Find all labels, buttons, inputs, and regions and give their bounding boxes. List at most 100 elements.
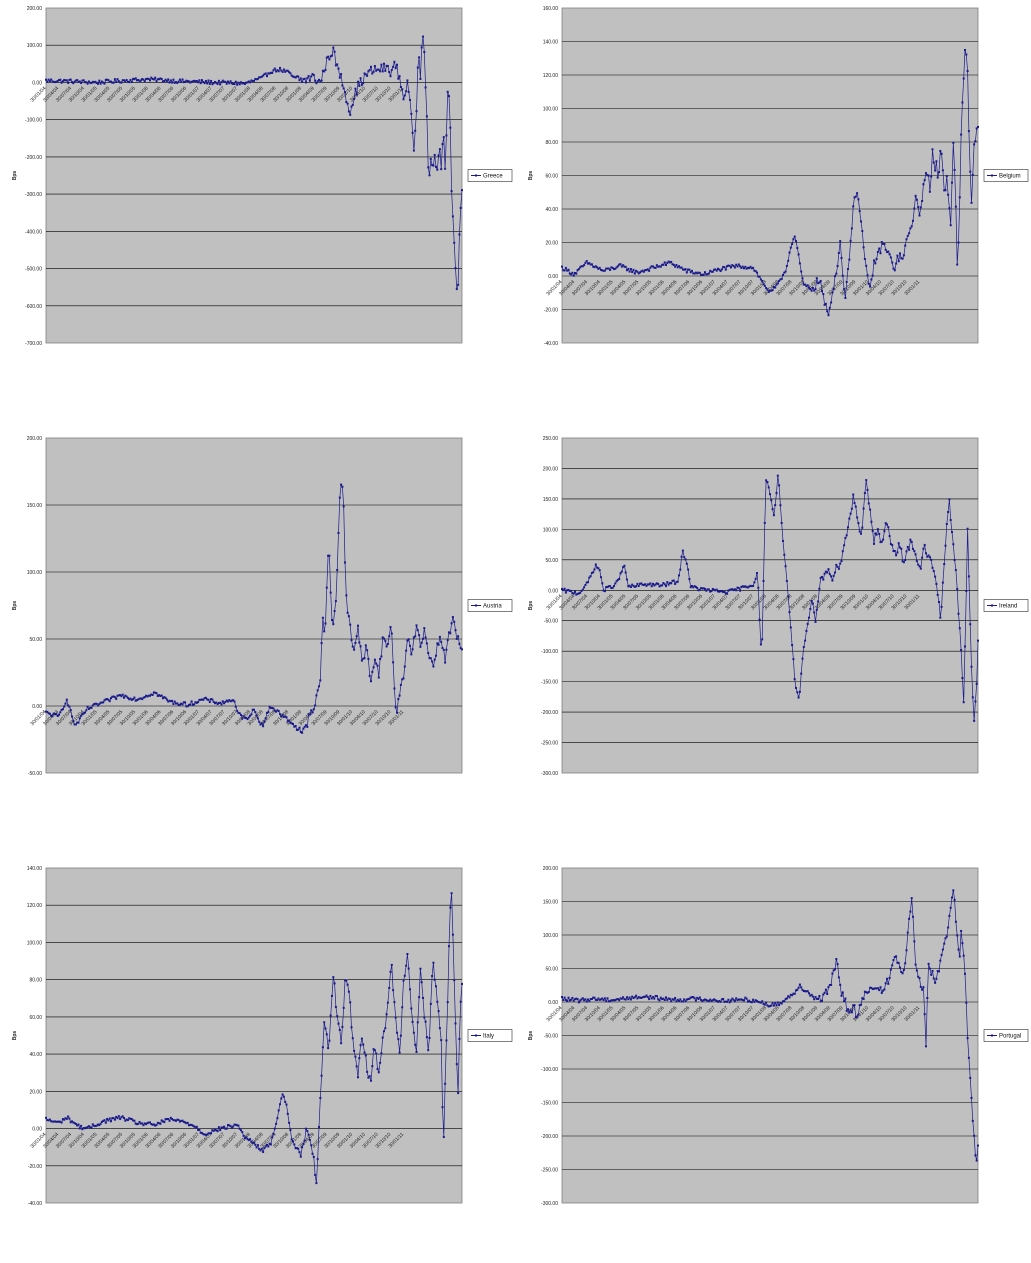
data-point <box>425 115 428 118</box>
data-point <box>393 1001 396 1004</box>
data-point <box>835 272 838 275</box>
data-point <box>366 74 369 77</box>
data-point <box>433 978 436 981</box>
y-tick-label: 100.00 <box>27 570 43 576</box>
data-point <box>104 1121 107 1124</box>
data-point <box>627 998 630 1001</box>
data-point <box>48 1118 51 1121</box>
data-point <box>571 271 574 274</box>
data-point <box>585 1000 588 1003</box>
data-point <box>219 1129 222 1132</box>
data-point <box>653 997 656 1000</box>
data-point <box>51 714 54 717</box>
data-point <box>207 79 210 82</box>
data-point <box>639 271 641 274</box>
data-point <box>61 80 64 83</box>
data-point <box>646 996 649 999</box>
data-point <box>206 1133 209 1136</box>
data-point <box>765 1001 768 1004</box>
data-point <box>619 263 622 266</box>
data-point <box>594 998 597 1001</box>
data-point <box>340 73 343 76</box>
y-tick-label: 0.00 <box>32 80 42 86</box>
data-point <box>329 1014 332 1017</box>
data-point <box>789 626 792 629</box>
data-point <box>854 195 857 198</box>
data-point <box>974 1154 977 1157</box>
data-point <box>279 1103 281 1106</box>
data-point <box>377 676 380 679</box>
data-point <box>425 1036 428 1039</box>
data-point <box>776 282 779 285</box>
data-point <box>115 1115 118 1118</box>
data-point <box>165 1118 168 1121</box>
data-point <box>974 140 977 143</box>
data-point <box>133 696 136 699</box>
data-point <box>953 168 956 171</box>
data-point <box>277 1109 280 1112</box>
data-point <box>190 1123 193 1126</box>
data-point <box>282 715 285 718</box>
data-point <box>713 268 716 271</box>
data-point <box>711 270 714 273</box>
data-point <box>626 578 628 581</box>
data-point <box>862 246 865 249</box>
data-point <box>629 998 632 1001</box>
data-point <box>97 82 99 85</box>
data-point <box>212 700 215 703</box>
data-point <box>908 917 911 920</box>
data-point <box>927 174 930 177</box>
data-point <box>338 1028 341 1031</box>
data-point <box>143 696 146 699</box>
data-point <box>250 79 253 82</box>
data-point <box>124 694 127 697</box>
data-point <box>223 1125 226 1128</box>
data-point <box>667 260 670 263</box>
data-point <box>857 522 860 525</box>
data-point <box>245 717 248 720</box>
data-point <box>895 262 898 265</box>
data-point <box>429 1002 432 1005</box>
data-point <box>676 266 679 269</box>
data-point <box>422 637 424 640</box>
data-point <box>295 75 298 78</box>
data-point <box>181 1119 184 1122</box>
data-point <box>954 569 957 572</box>
data-point <box>323 70 326 73</box>
data-point <box>89 706 92 709</box>
data-point <box>284 1100 287 1103</box>
data-point <box>419 967 422 970</box>
data-point <box>704 998 706 1001</box>
data-point <box>694 271 697 274</box>
data-point <box>928 967 931 970</box>
data-point <box>772 514 775 517</box>
data-point <box>655 995 658 998</box>
data-point <box>849 1009 852 1012</box>
data-point <box>416 66 419 69</box>
data-point <box>676 580 679 583</box>
data-point <box>610 999 613 1002</box>
data-point <box>207 1132 210 1135</box>
data-point <box>180 702 183 705</box>
data-point <box>56 1120 59 1123</box>
data-point <box>82 712 85 715</box>
data-point <box>873 987 875 990</box>
data-point <box>568 589 571 592</box>
data-point <box>385 645 388 648</box>
data-point <box>731 997 734 1000</box>
data-point <box>934 169 937 172</box>
data-point <box>46 710 49 713</box>
data-point <box>206 698 209 701</box>
data-point <box>221 700 224 703</box>
data-point <box>202 698 205 701</box>
data-point <box>184 80 187 83</box>
data-point <box>412 1031 415 1034</box>
data-point <box>399 1034 402 1037</box>
data-point <box>662 582 665 585</box>
data-point <box>397 1038 400 1041</box>
legend-marker <box>475 174 477 177</box>
data-point <box>567 588 570 591</box>
data-point <box>925 552 927 555</box>
data-point <box>782 1000 784 1003</box>
chart-svg: -300.00-250.00-200.00-150.00-100.00-50.0… <box>528 866 1029 1207</box>
